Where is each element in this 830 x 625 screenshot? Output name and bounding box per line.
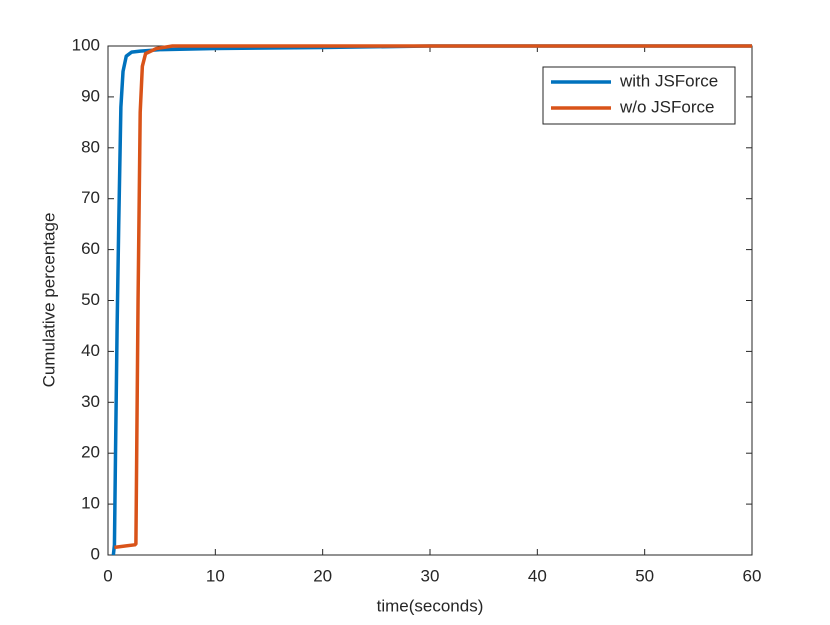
plot-area (107, 45, 753, 556)
x-tick-label: 50 (635, 566, 654, 585)
x-tick-label: 10 (206, 566, 225, 585)
series-line (114, 44, 752, 550)
x-tick-label: 20 (313, 566, 332, 585)
y-tick-label: 30 (81, 392, 100, 411)
series-line (111, 44, 752, 556)
y-tick-label: 50 (81, 290, 100, 309)
y-tick-label: 40 (81, 341, 100, 360)
legend-label: with JSForce (619, 71, 718, 90)
x-tick-label: 30 (421, 566, 440, 585)
x-tick-label: 0 (103, 566, 112, 585)
legend-box (542, 66, 736, 125)
y-tick-label: 0 (91, 544, 100, 563)
y-tick-label: 10 (81, 494, 100, 513)
x-axis-label: time(seconds) (377, 596, 484, 615)
y-tick-label: 20 (81, 443, 100, 462)
y-tick-label: 70 (81, 188, 100, 207)
y-axis-label: Cumulative percentage (39, 213, 58, 388)
y-tick-label: 100 (72, 35, 100, 54)
legend-label: w/o JSForce (619, 97, 714, 116)
x-tick-label: 60 (743, 566, 762, 585)
y-tick-label: 90 (81, 86, 100, 105)
y-tick-label: 80 (81, 137, 100, 156)
y-tick-label: 60 (81, 239, 100, 258)
x-tick-label: 40 (528, 566, 547, 585)
